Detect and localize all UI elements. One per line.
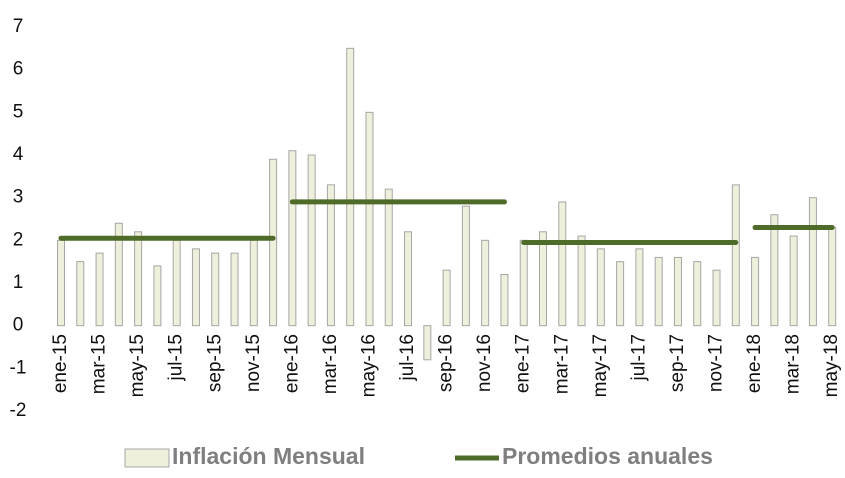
bar <box>288 150 297 327</box>
y-tick-label: 5 <box>13 101 24 122</box>
x-tick-label: nov-16 <box>474 334 495 392</box>
x-tick-label: may-17 <box>590 334 611 397</box>
bar <box>404 231 413 327</box>
bar <box>114 222 123 327</box>
bar <box>326 184 335 327</box>
x-tick-label: mar-18 <box>783 334 804 394</box>
bar <box>712 269 721 327</box>
legend-label: Inflación Mensual <box>172 443 365 469</box>
y-tick-label: 1 <box>13 272 24 293</box>
bar <box>828 227 837 327</box>
bar <box>134 231 143 327</box>
bar <box>230 252 239 327</box>
bar <box>751 256 760 327</box>
bar <box>307 154 316 327</box>
bar <box>693 261 702 327</box>
bar <box>539 231 547 327</box>
bar <box>789 235 798 327</box>
bar <box>481 239 490 327</box>
x-tick-label: mar-17 <box>551 334 572 394</box>
x-tick-label: sep-16 <box>436 334 457 392</box>
bar <box>172 239 181 327</box>
bar <box>249 239 258 327</box>
bar <box>654 256 663 327</box>
legend-swatch <box>124 448 170 468</box>
x-tick-label: jul-16 <box>397 334 418 381</box>
y-tick-label: 3 <box>13 187 24 208</box>
bar <box>191 248 200 327</box>
x-tick-label: ene-15 <box>50 334 71 393</box>
x-tick-label: may-16 <box>358 334 379 397</box>
x-tick-label: may-15 <box>127 334 148 397</box>
bar <box>500 273 509 327</box>
bar <box>153 265 162 327</box>
bar <box>616 261 625 327</box>
bar <box>558 201 567 327</box>
bar <box>635 248 644 327</box>
x-tick-label: may-18 <box>821 334 842 397</box>
x-tick-label: jul-17 <box>628 334 649 381</box>
bar <box>808 197 817 327</box>
bar <box>519 239 528 327</box>
bar <box>76 261 85 327</box>
bar <box>442 269 451 327</box>
y-tick-label: 4 <box>13 144 24 165</box>
y-tick-label: -2 <box>10 400 27 421</box>
bar <box>731 184 740 327</box>
bar <box>384 188 393 327</box>
bar <box>423 325 432 361</box>
legend-label: Promedios anuales <box>502 443 713 469</box>
bar <box>365 111 374 327</box>
x-tick-label: nov-17 <box>706 334 727 392</box>
x-tick-label: ene-17 <box>513 334 534 393</box>
bar <box>577 235 586 327</box>
y-tick-label: 6 <box>13 59 24 80</box>
bar <box>95 252 104 327</box>
bar <box>596 248 605 327</box>
bar <box>57 239 65 327</box>
y-tick-label: 2 <box>13 229 24 250</box>
x-tick-label: jul-15 <box>166 334 187 381</box>
bar <box>770 214 779 327</box>
x-tick-label: ene-16 <box>281 334 302 393</box>
x-tick-label: sep-17 <box>667 334 688 392</box>
bar <box>211 252 220 327</box>
bar <box>673 256 682 327</box>
x-tick-label: ene-18 <box>744 334 765 393</box>
x-tick-label: mar-16 <box>320 334 341 394</box>
x-tick-label: mar-15 <box>89 334 110 394</box>
bar <box>461 205 470 327</box>
bar <box>346 47 355 327</box>
bar <box>269 158 278 327</box>
x-tick-label: sep-15 <box>204 334 225 392</box>
y-tick-label: 0 <box>13 315 24 336</box>
y-tick-label: 7 <box>13 16 24 37</box>
y-tick-label: -1 <box>10 357 27 378</box>
x-tick-label: nov-15 <box>243 334 264 392</box>
